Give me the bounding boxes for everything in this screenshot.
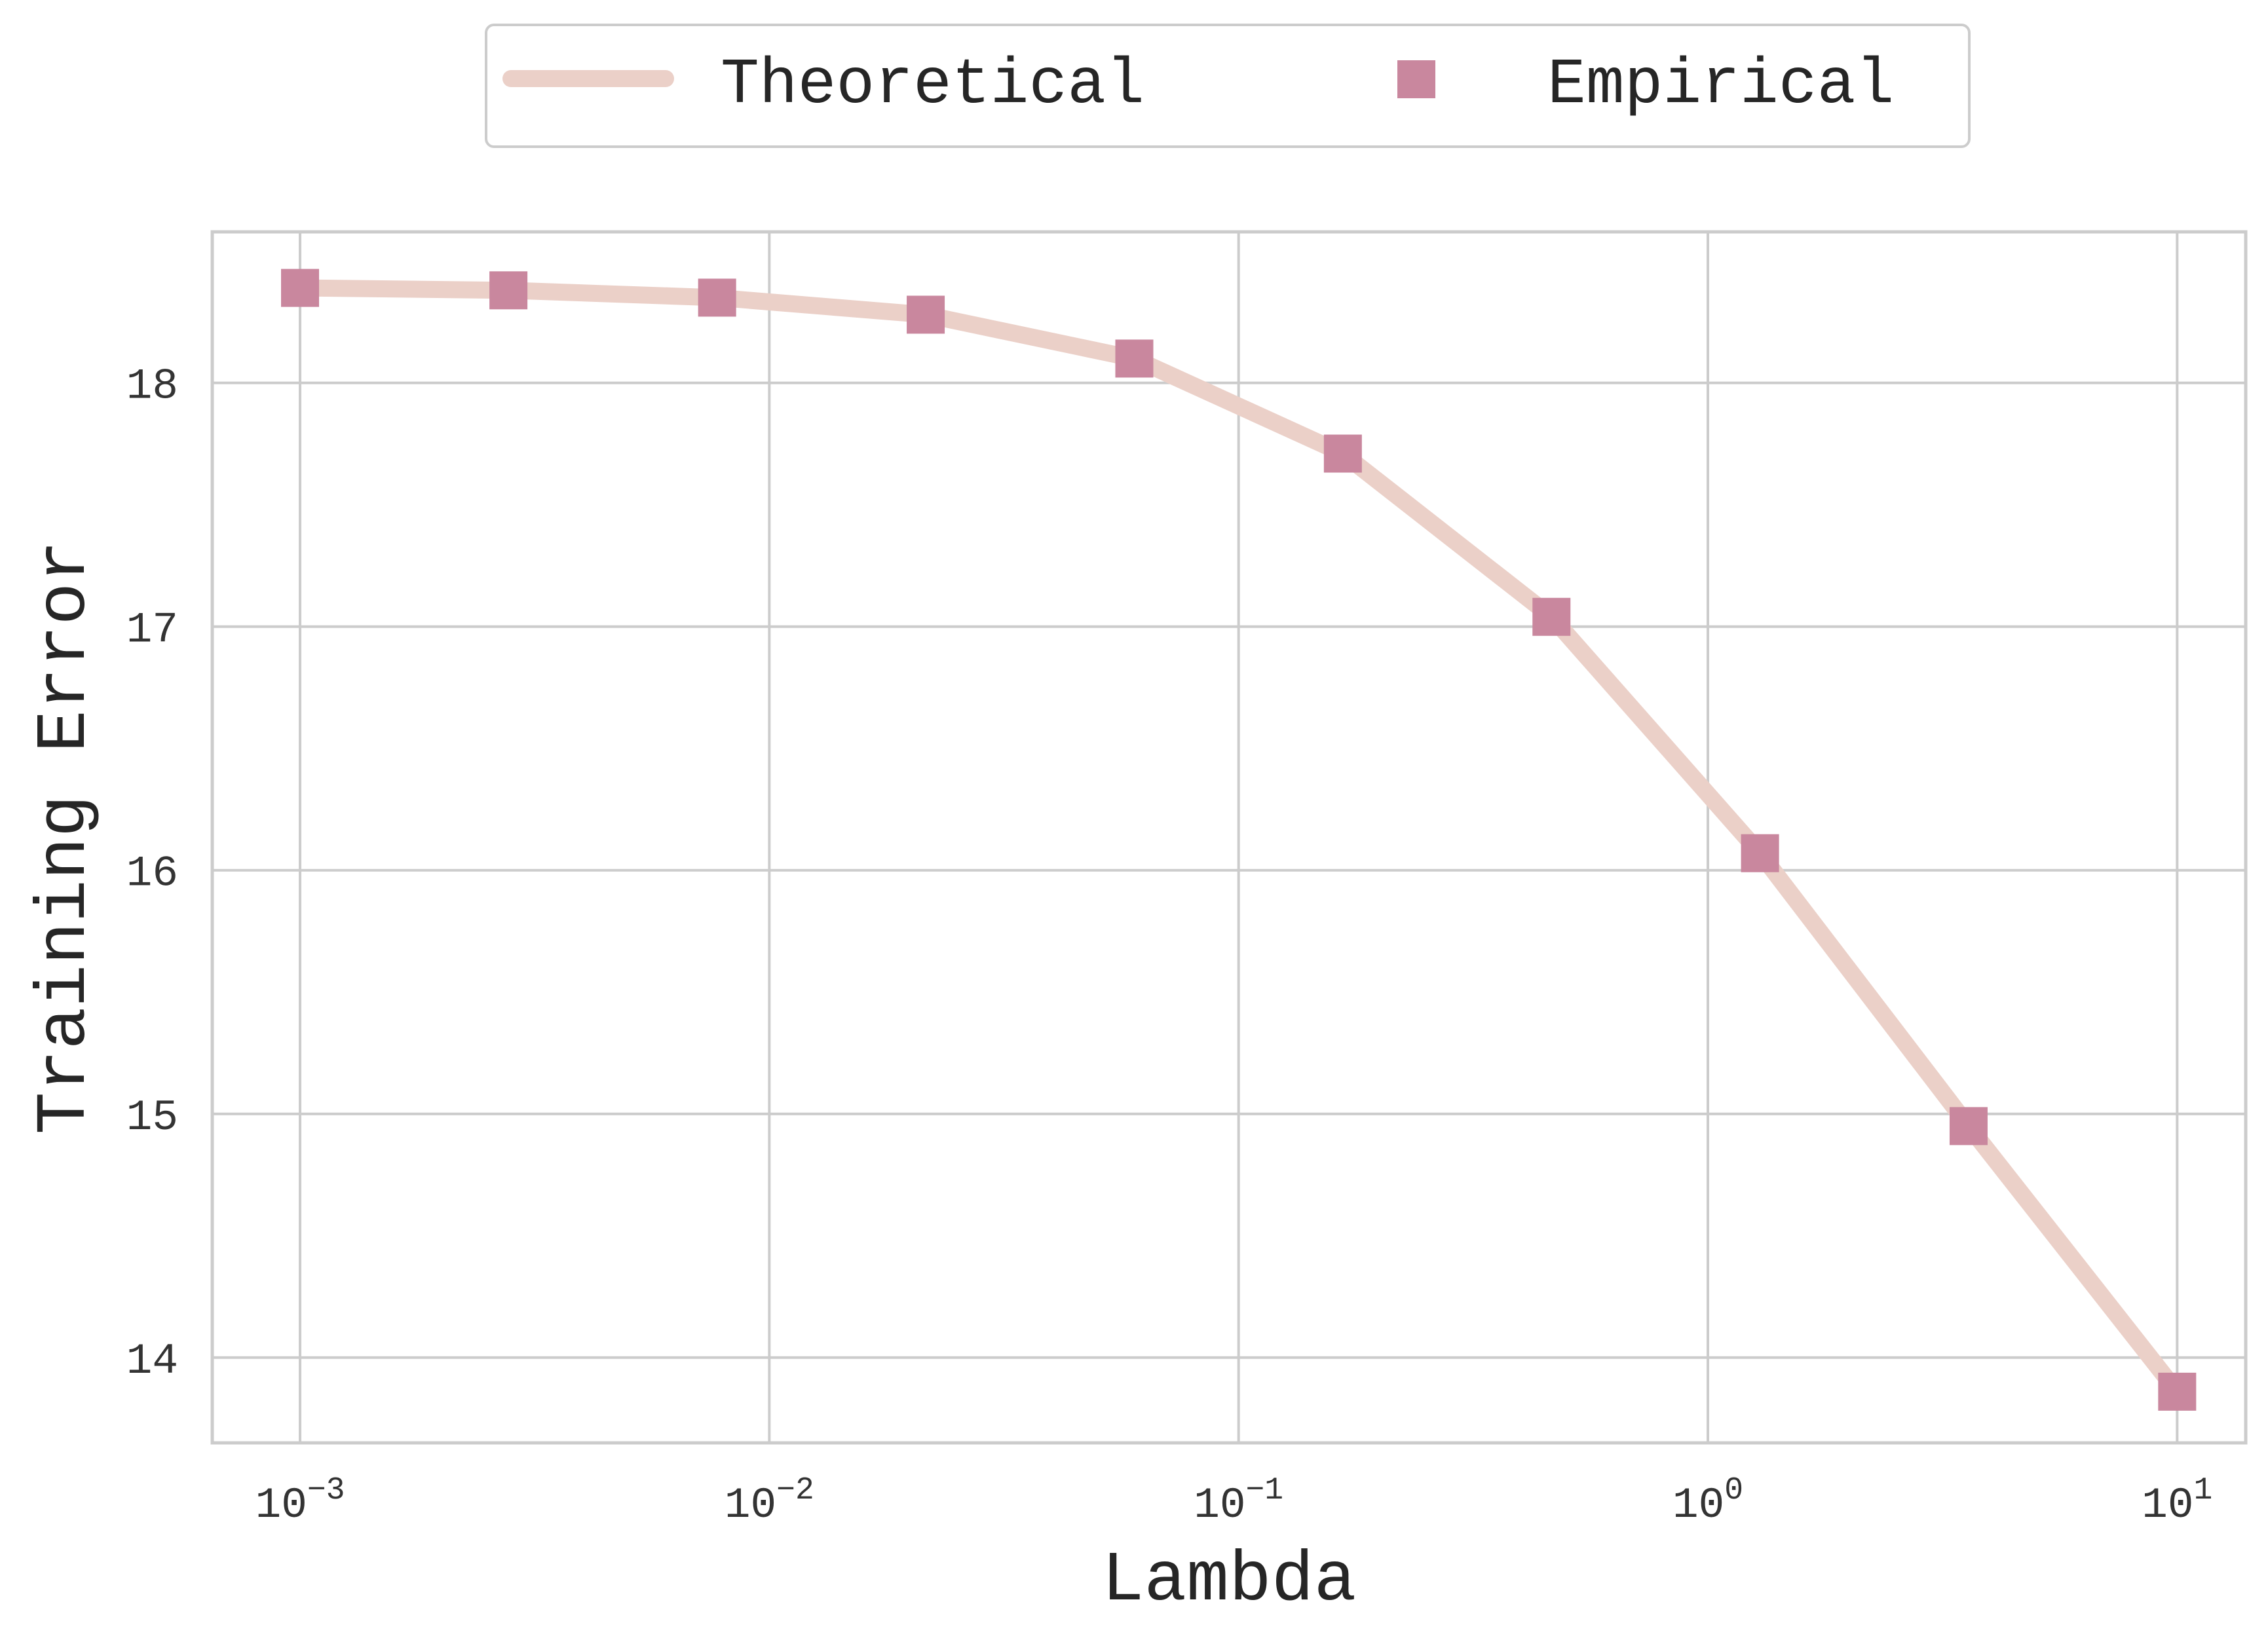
empirical-point bbox=[1323, 434, 1362, 473]
x-tick-label: 10−1 bbox=[1194, 1473, 1283, 1530]
legend: Theoretical Empirical bbox=[485, 24, 1971, 148]
series-layer bbox=[281, 269, 2197, 1411]
legend-frame bbox=[485, 24, 1971, 148]
y-tick-label: 16 bbox=[126, 849, 178, 899]
empirical-point bbox=[907, 295, 945, 334]
empirical-point bbox=[489, 271, 528, 310]
x-tick-label: 10−3 bbox=[255, 1473, 345, 1530]
x-axis-title: Lambda bbox=[1102, 1541, 1357, 1621]
x-tick-label: 10−2 bbox=[725, 1473, 814, 1530]
empirical-point bbox=[1532, 597, 1571, 636]
empirical-point bbox=[1741, 834, 1779, 872]
empirical-point bbox=[2158, 1372, 2197, 1411]
empirical-point bbox=[1115, 339, 1154, 378]
y-tick-label: 18 bbox=[126, 362, 178, 411]
x-tick-label: 101 bbox=[2142, 1473, 2212, 1530]
y-tick-label: 17 bbox=[126, 606, 178, 655]
y-tick-label: 15 bbox=[126, 1093, 178, 1142]
legend-empirical-swatch bbox=[1397, 60, 1435, 98]
grid bbox=[212, 232, 2246, 1443]
y-axis-title: Training Error bbox=[26, 540, 105, 1134]
empirical-point bbox=[281, 269, 320, 307]
legend-empirical-label: Empirical bbox=[1547, 49, 1894, 122]
theoretical-line bbox=[292, 279, 2186, 1400]
y-tick-label: 14 bbox=[126, 1337, 178, 1386]
plot-area-frame bbox=[210, 230, 2248, 1445]
empirical-point bbox=[1949, 1107, 1988, 1146]
legend-theoretical-label: Theoretical bbox=[721, 49, 1144, 122]
x-tick-labels: 10−3 10−2 10−1 100 101 bbox=[255, 1473, 2213, 1530]
y-tick-labels: 14 15 16 17 18 bbox=[126, 362, 178, 1386]
empirical-point bbox=[698, 278, 736, 317]
x-tick-label: 100 bbox=[1673, 1473, 1743, 1530]
